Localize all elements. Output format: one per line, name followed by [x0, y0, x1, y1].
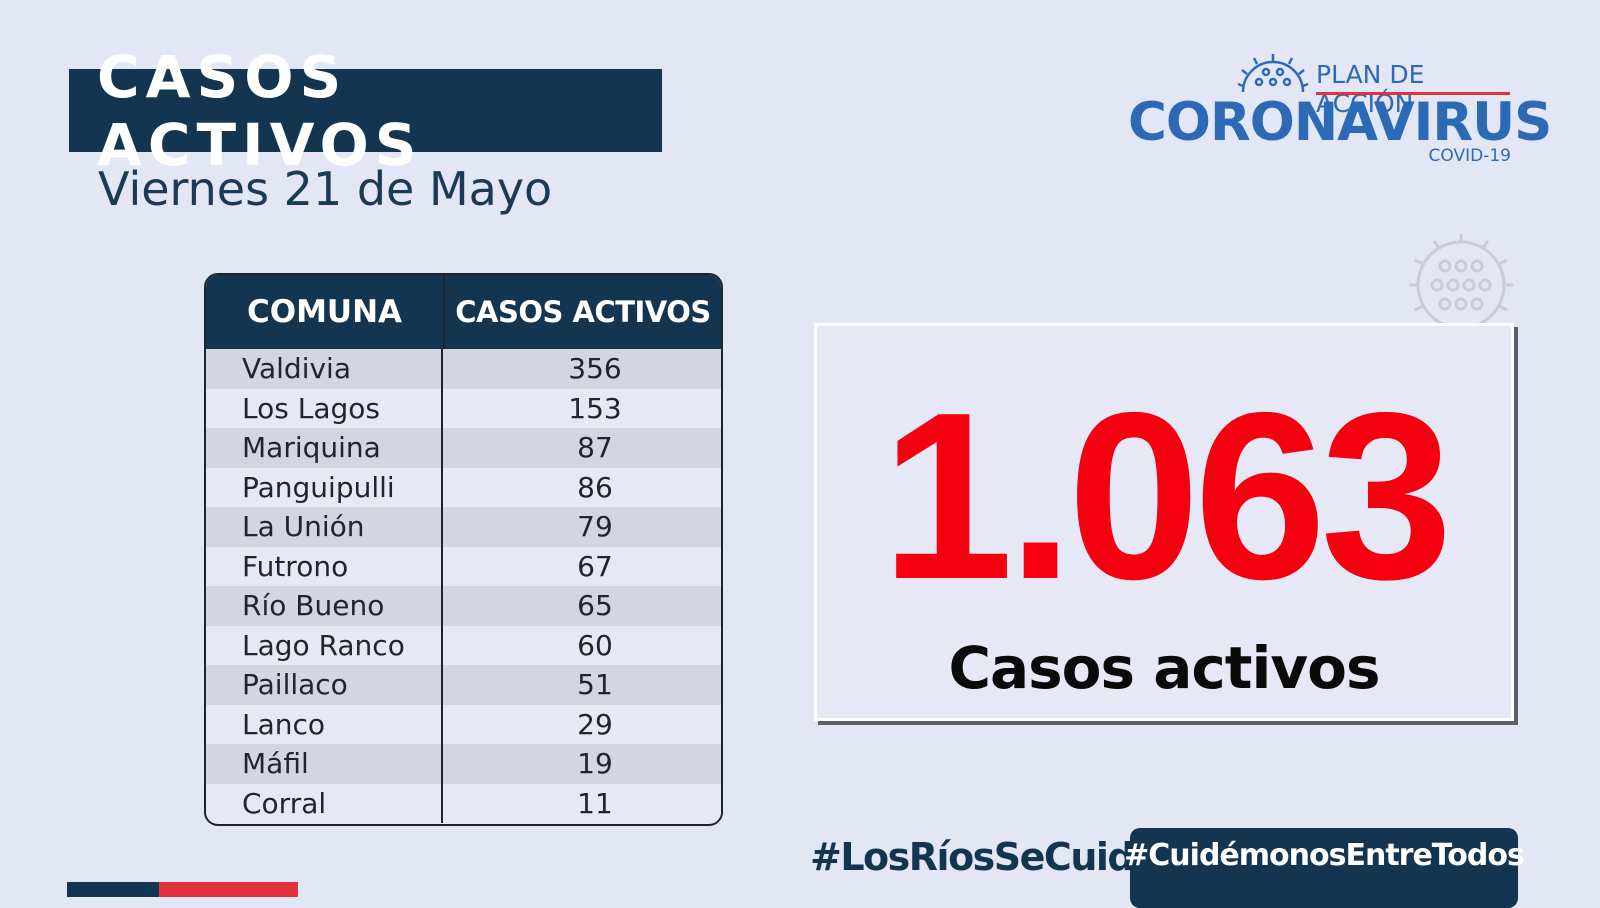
- cases-by-comuna-table: COMUNA CASOS ACTIVOS Valdivia 356 Los Lag…: [204, 273, 723, 826]
- table-row: Máfil 19: [206, 744, 721, 784]
- table-row: Corral 11: [206, 783, 721, 823]
- casos-cell: 67: [577, 549, 613, 583]
- table-row: Futrono 67: [206, 546, 721, 586]
- comuna-cell: Lago Ranco: [206, 625, 443, 665]
- casos-cell: 153: [568, 391, 622, 425]
- column-header-comuna: COMUNA: [206, 275, 445, 349]
- table-row: La Unión 79: [206, 507, 721, 547]
- casos-cell: 60: [577, 628, 613, 662]
- casos-cell: 86: [577, 470, 613, 504]
- comuna-cell: Corral: [206, 783, 443, 823]
- casos-cell: 11: [577, 786, 613, 820]
- total-cases-label: Casos activos: [948, 634, 1380, 702]
- comuna-cell: Mariquina: [206, 428, 443, 468]
- casos-cell: 51: [577, 668, 613, 702]
- hashtag-national-badge: #CuidémonosEntreTodos: [1124, 828, 1525, 908]
- logo-covid-text: COVID-19: [1428, 146, 1511, 166]
- plan-coronavirus-logo: PLAN DE ACCIÓN CORONAVIRUS COVID-19: [1120, 48, 1552, 173]
- virus-icon: [1237, 54, 1309, 93]
- table-row: Mariquina 87: [206, 428, 721, 468]
- hashtag-regional: #LosRíosSeCuida: [810, 835, 1159, 879]
- casos-cell: 19: [577, 747, 613, 781]
- report-date: Viernes 21 de Mayo: [98, 162, 553, 216]
- table-row: Río Bueno 65: [206, 586, 721, 626]
- comuna-cell: Lanco: [206, 704, 443, 744]
- comuna-cell: Valdivia: [206, 349, 443, 389]
- table-body: Valdivia 356 Los Lagos 153 Mariquina 87 Pan…: [206, 349, 721, 823]
- brand-stripe-blue: [67, 882, 159, 897]
- logo-coronavirus-text: CORONAVIRUS: [1128, 92, 1552, 153]
- table-row: Panguipulli 86: [206, 467, 721, 507]
- table-row: Paillaco 51: [206, 665, 721, 705]
- casos-cell: 29: [577, 707, 613, 741]
- comuna-cell: La Unión: [206, 507, 443, 547]
- comuna-cell: Máfil: [206, 744, 443, 784]
- table-row: Lago Ranco 60: [206, 625, 721, 665]
- table-header: COMUNA CASOS ACTIVOS: [206, 275, 721, 349]
- table-row: Lanco 29: [206, 704, 721, 744]
- hashtag-national: #CuidémonosEntreTodos: [1124, 838, 1525, 873]
- comuna-cell: Paillaco: [206, 665, 443, 705]
- total-cases-card: 1.063 Casos activos: [814, 323, 1514, 721]
- brand-stripe-red: [159, 882, 298, 897]
- column-header-casos: CASOS ACTIVOS: [455, 295, 711, 329]
- table-row: Los Lagos 153: [206, 388, 721, 428]
- comuna-cell: Río Bueno: [206, 586, 443, 626]
- casos-cell: 65: [577, 589, 613, 623]
- total-cases-number: 1.063: [881, 364, 1453, 629]
- virus-icon-decorative: [1409, 234, 1513, 325]
- comuna-cell: Futrono: [206, 546, 443, 586]
- logo-divider: [1316, 92, 1510, 95]
- casos-cell: 87: [577, 431, 613, 465]
- comuna-cell: Los Lagos: [206, 388, 443, 428]
- table-row: Valdivia 356: [206, 349, 721, 389]
- casos-cell: 79: [577, 510, 613, 544]
- casos-cell: 356: [568, 352, 622, 386]
- page-title: CASOS ACTIVOS: [69, 43, 662, 179]
- comuna-cell: Panguipulli: [206, 467, 443, 507]
